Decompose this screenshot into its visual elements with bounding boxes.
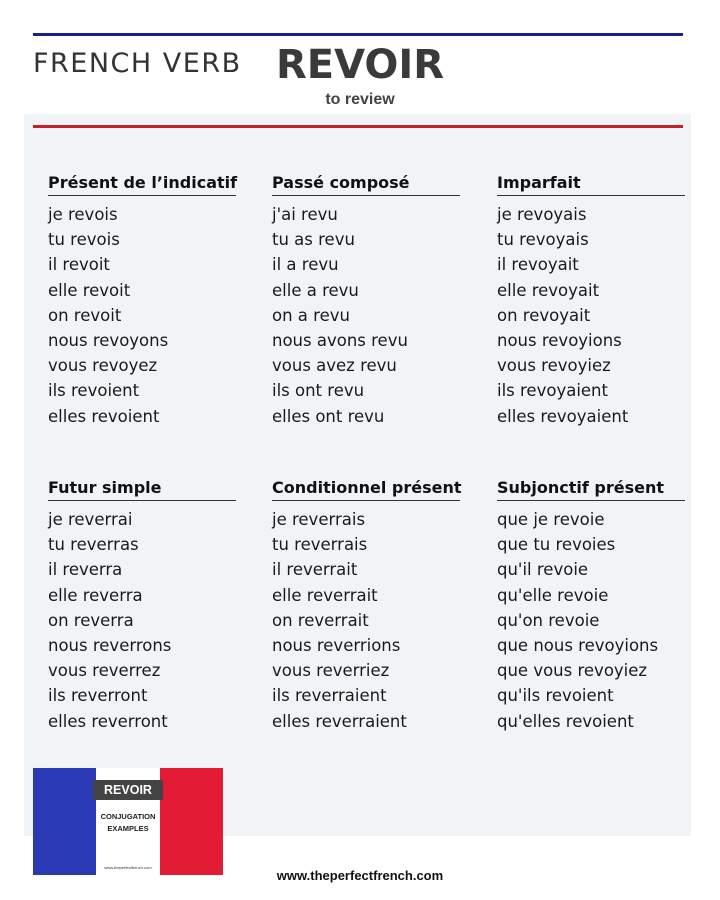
website-link[interactable]: www.theperfectfrench.com: [276, 868, 444, 883]
tense-title: Imparfait: [497, 173, 685, 196]
form-list: je revoyais tu revoyais il revoyait elle…: [497, 202, 685, 429]
form-item: que nous revoyions: [497, 636, 659, 656]
form-item: ils revoyaient: [497, 381, 608, 401]
form-item: on revoit: [48, 305, 122, 325]
form-item: il reverra: [48, 560, 123, 580]
form-item: elles revoient: [48, 406, 160, 426]
form-item: je reverrais: [272, 510, 366, 529]
form-item: on reverrait: [272, 610, 369, 630]
form-item: elles reverront: [48, 711, 168, 731]
form-item: ils ont revu: [272, 381, 365, 401]
form-item: elle reverrait: [272, 585, 378, 605]
logo-subtitle-line: CONJUGATION: [100, 812, 156, 821]
form-item: tu reverrais: [272, 535, 368, 555]
form-item: elle revoyait: [497, 280, 600, 300]
form-item: on a revu: [272, 305, 350, 325]
form-item: elle revoit: [48, 280, 131, 300]
form-item: elles ont revu: [272, 406, 385, 426]
flag-logo: REVOIR CONJUGATION EXAMPLES www.theperfe…: [33, 768, 223, 875]
form-list: je reverrais tu reverrais il reverrait e…: [272, 507, 460, 734]
form-list: que je revoie que tu revoies qu'il revoi…: [497, 507, 685, 734]
tense-title: Subjonctif présent: [497, 478, 685, 501]
tense-present: Présent de l’indicatif je revois tu revo…: [48, 173, 237, 429]
logo-verb-label: REVOIR: [93, 780, 163, 800]
tense-title: Présent de l’indicatif: [48, 173, 237, 196]
form-item: elles reverraient: [272, 711, 407, 731]
form-item: qu'ils revoient: [497, 686, 614, 706]
form-item: que je revoie: [497, 510, 605, 529]
form-item: on revoyait: [497, 305, 591, 325]
form-item: que tu revoies: [497, 535, 616, 555]
form-item: il revoyait: [497, 255, 579, 275]
tense-passe-compose: Passé composé j'ai revu tu as revu il a …: [272, 173, 460, 429]
flag-white-stripe: REVOIR CONJUGATION EXAMPLES www.theperfe…: [93, 768, 163, 875]
form-item: vous avez revu: [272, 356, 397, 376]
form-list: je reverrai tu reverras il reverra elle …: [48, 507, 236, 734]
logo-subtitle: CONJUGATION EXAMPLES: [96, 811, 160, 835]
form-list: j'ai revu tu as revu il a revu elle a re…: [272, 202, 460, 429]
form-item: qu'on revoie: [497, 610, 600, 630]
form-item: tu as revu: [272, 230, 355, 250]
form-item: elle a revu: [272, 280, 359, 300]
verb-title: REVOIR: [275, 42, 445, 88]
form-item: ils revoient: [48, 381, 140, 401]
form-item: nous revoyions: [497, 331, 622, 351]
tense-title: Passé composé: [272, 173, 460, 196]
form-item: vous revoyez: [48, 356, 158, 376]
form-item: je revois: [48, 205, 118, 224]
form-item: on reverra: [48, 610, 134, 630]
form-item: tu reverras: [48, 535, 139, 555]
form-item: il revoit: [48, 255, 110, 275]
form-item: j'ai revu: [272, 205, 338, 224]
red-rule: [33, 125, 683, 128]
form-item: nous avons revu: [272, 331, 408, 351]
tense-imparfait: Imparfait je revoyais tu revoyais il rev…: [497, 173, 685, 429]
form-list: je revois tu revois il revoit elle revoi…: [48, 202, 236, 429]
form-item: qu'elle revoie: [497, 585, 609, 605]
logo-url: www.theperfectfrench.com: [104, 865, 152, 870]
form-item: nous revoyons: [48, 331, 169, 351]
form-item: tu revoyais: [497, 230, 589, 250]
form-item: elles revoyaient: [497, 406, 629, 426]
form-item: qu'elles revoient: [497, 711, 634, 731]
form-item: il reverrait: [272, 560, 358, 580]
form-item: vous reverrez: [48, 661, 161, 681]
tense-title: Conditionnel présent: [272, 478, 461, 501]
conjugation-panel: [24, 114, 691, 836]
tense-title: Futur simple: [48, 478, 236, 501]
logo-subtitle-line: EXAMPLES: [107, 824, 149, 833]
form-item: je reverrai: [48, 510, 133, 529]
kicker-label: FRENCH VERB: [33, 48, 242, 79]
form-item: ils reverront: [48, 686, 148, 706]
form-item: qu'il revoie: [497, 560, 589, 580]
top-blue-rule: [33, 33, 683, 36]
form-item: je revoyais: [497, 205, 587, 224]
verb-translation: to review: [325, 91, 395, 108]
form-item: il a revu: [272, 255, 339, 275]
tense-conditionnel: Conditionnel présent je reverrais tu rev…: [272, 478, 461, 734]
form-item: vous revoyiez: [497, 356, 611, 376]
form-item: nous reverrions: [272, 636, 401, 656]
form-item: tu revois: [48, 230, 120, 250]
form-item: ils reverraient: [272, 686, 387, 706]
tense-subjonctif: Subjonctif présent que je revoie que tu …: [497, 478, 685, 734]
flag-blue-stripe: [33, 768, 96, 875]
flag-red-stripe: [160, 768, 223, 875]
form-item: vous reverriez: [272, 661, 390, 681]
tense-futur-simple: Futur simple je reverrai tu reverras il …: [48, 478, 236, 734]
form-item: nous reverrons: [48, 636, 172, 656]
form-item: que vous revoyiez: [497, 661, 648, 681]
form-item: elle reverra: [48, 585, 143, 605]
